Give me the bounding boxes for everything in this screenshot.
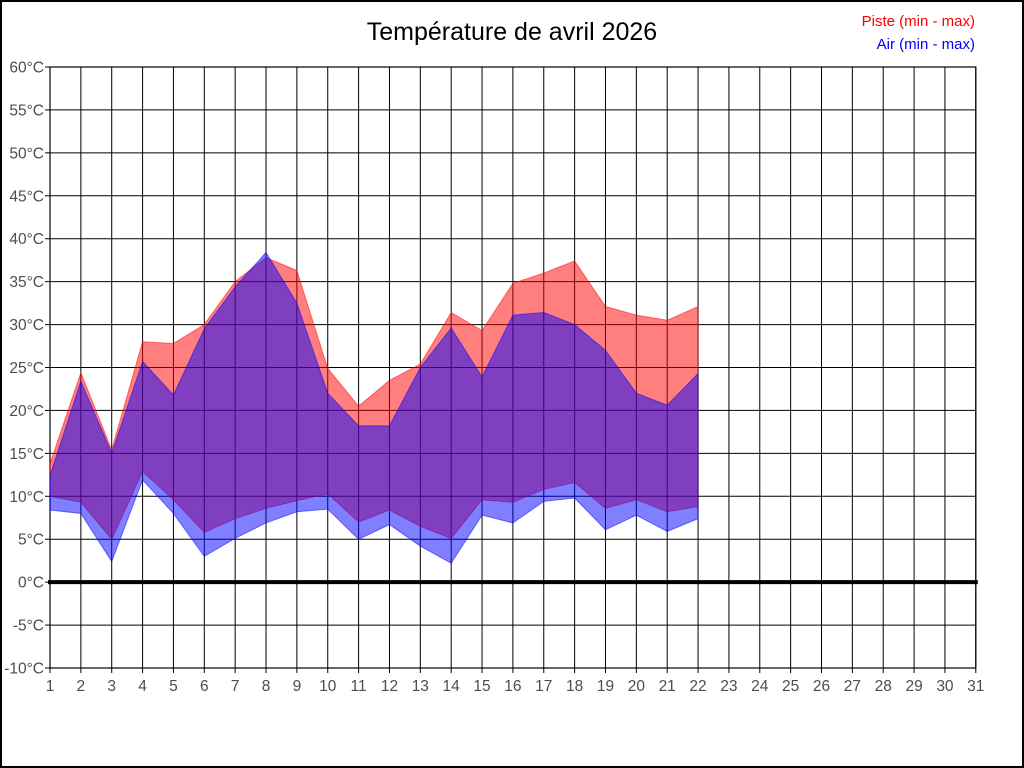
x-tick-label: 21 [659,678,676,695]
y-tick-label: 40°C [9,231,44,248]
x-tick-label: 19 [597,678,614,695]
x-tick-label: 18 [566,678,583,695]
x-tick-label: 11 [351,678,367,695]
x-tick-label: 24 [751,678,769,695]
x-tick-label: 30 [936,678,954,695]
y-tick-label: 0°C [18,575,44,592]
y-tick-label: 5°C [18,532,44,549]
y-tick-label: 60°C [9,60,44,77]
band-air [49,251,699,564]
y-tick-label: 45°C [9,188,44,205]
y-tick-label: -10°C [4,661,44,678]
y-tick-label: 25°C [9,360,44,377]
x-tick-label: 5 [169,678,178,695]
x-tick-label: 26 [813,678,830,695]
x-tick-label: 9 [293,678,302,695]
x-tick-label: 13 [412,678,429,695]
x-tick-label: 15 [473,678,490,695]
y-tick-label: 30°C [9,317,44,334]
y-tick-label: 50°C [9,145,44,162]
y-tick-label: 35°C [9,274,44,291]
x-tick-label: 29 [905,678,922,695]
legend-item-piste: Piste (min - max) [861,13,975,30]
x-tick-label: 7 [231,678,240,695]
y-tick-label: 10°C [9,489,44,506]
x-tick-label: 4 [138,678,147,695]
legend: Piste (min - max) Air (min - max) [862,10,975,56]
x-tick-label: 8 [262,678,271,695]
x-tick-label: 27 [844,678,861,695]
x-tick-label: 10 [319,678,337,695]
x-tick-label: 20 [628,678,646,695]
x-tick-label: 2 [77,678,86,695]
x-tick-label: 16 [504,678,521,695]
x-tick-label: 6 [200,678,209,695]
x-tick-label: 23 [720,678,737,695]
x-tick-label: 12 [381,678,398,695]
y-tick-label: 20°C [9,403,44,420]
x-tick-label: 28 [875,678,892,695]
x-tick-label: 22 [689,678,706,695]
y-tick-label: 55°C [9,102,44,119]
x-tick-label: 25 [782,678,799,695]
x-tick-label: 1 [46,678,55,695]
x-tick-label: 14 [443,678,461,695]
legend-item-air: Air (min - max) [876,36,975,53]
x-tick-label: 31 [967,678,984,695]
chart-title: Température de avril 2026 [366,18,658,46]
y-tick-label: 15°C [9,446,44,463]
plot-frame [49,66,977,669]
x-tick-label: 3 [107,678,116,695]
x-tick-label: 17 [535,678,552,695]
y-tick-label: -5°C [13,618,44,635]
